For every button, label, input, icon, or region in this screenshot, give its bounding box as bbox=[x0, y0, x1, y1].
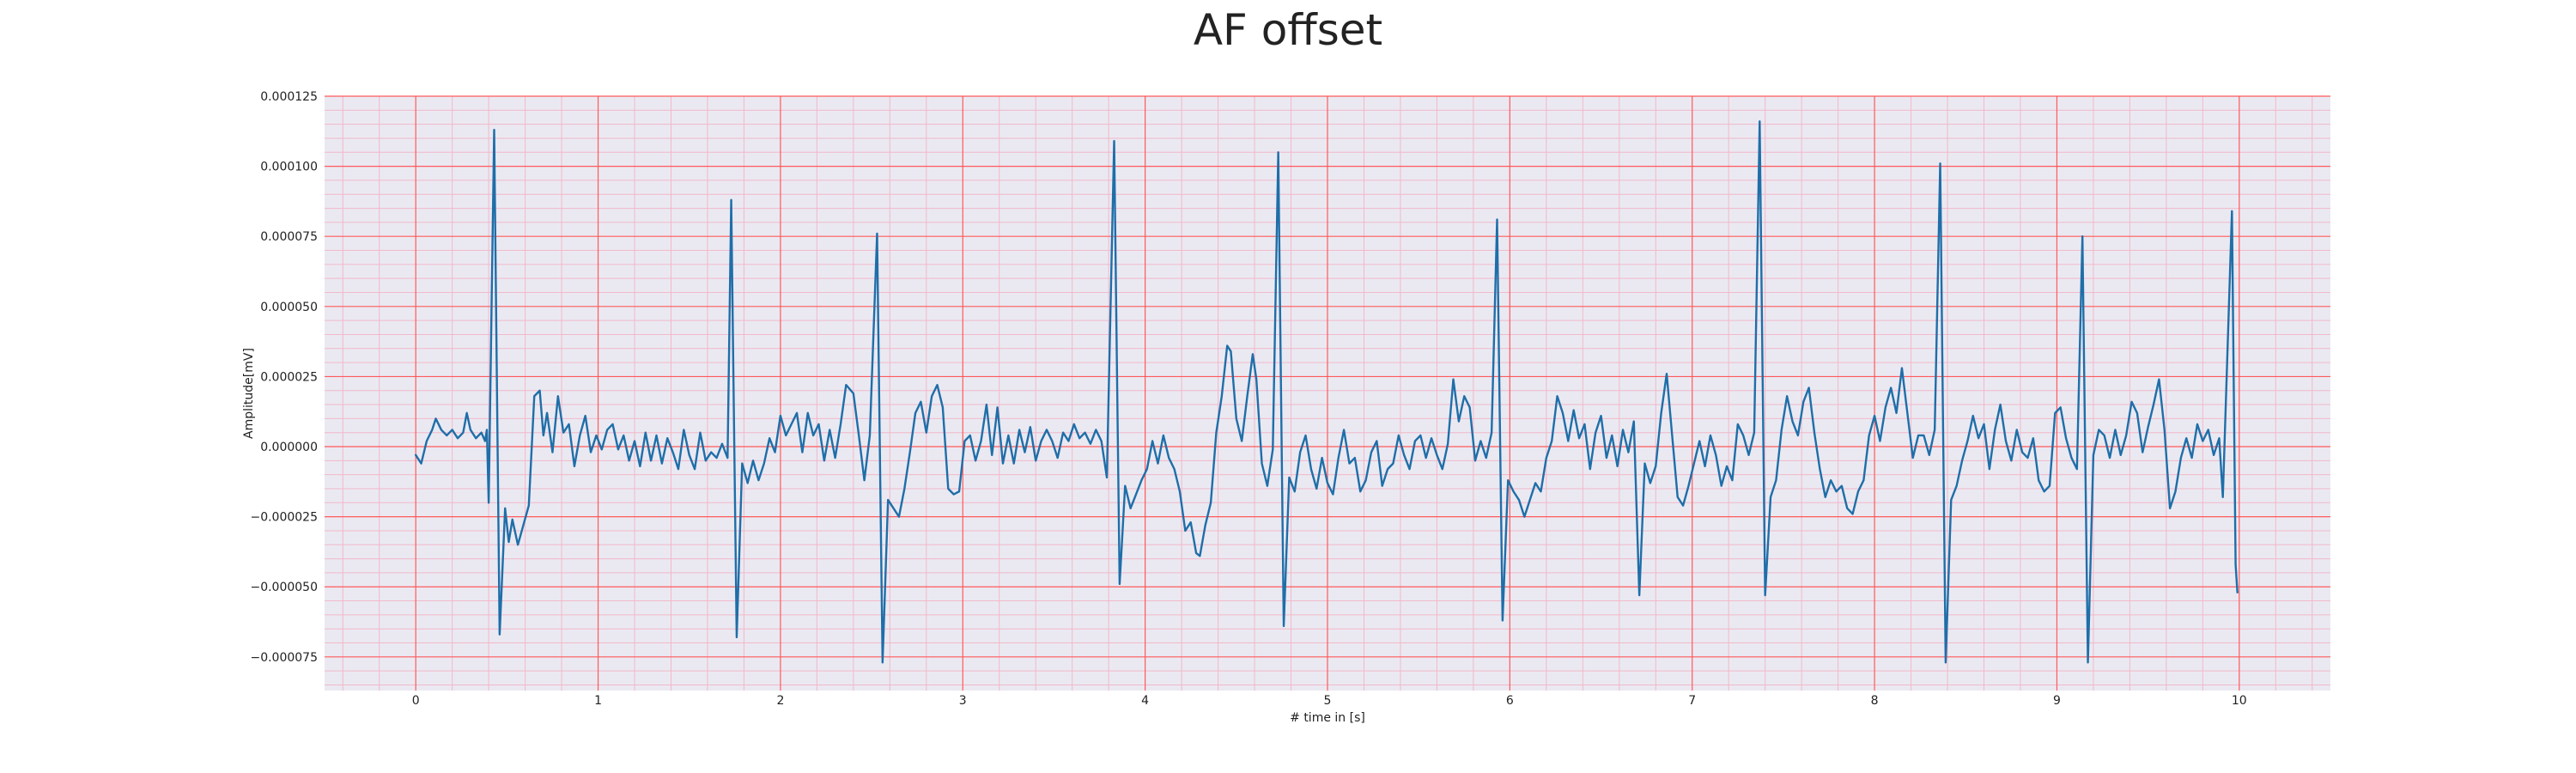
y-tick-label: 0.000050 bbox=[260, 301, 318, 314]
y-tick-label: 0.000075 bbox=[260, 230, 318, 244]
x-tick-label: 6 bbox=[1506, 694, 1514, 708]
x-tick-label: 0 bbox=[412, 694, 420, 708]
y-tick-label: −0.000075 bbox=[250, 651, 318, 665]
x-axis-ticks: 0 1 2 3 4 5 6 7 8 9 10 bbox=[412, 694, 2247, 708]
chart-title: AF offset bbox=[1194, 5, 1382, 55]
y-tick-label: 0.000025 bbox=[260, 370, 318, 384]
y-tick-label: 0.000125 bbox=[260, 90, 318, 104]
series-line bbox=[414, 120, 2239, 664]
y-tick-label: 0.000100 bbox=[260, 161, 318, 174]
x-tick-label: 2 bbox=[776, 694, 784, 708]
x-tick-label: 5 bbox=[1324, 694, 1332, 708]
x-tick-label: 4 bbox=[1141, 694, 1149, 708]
y-tick-label: 0.000000 bbox=[260, 441, 318, 454]
major-grid bbox=[325, 95, 2330, 691]
x-axis-label: # time in [s] bbox=[1290, 711, 1365, 725]
y-axis-label: Amplitude[mV] bbox=[242, 348, 256, 439]
y-tick-label: −0.000050 bbox=[250, 581, 318, 594]
y-axis-ticks: −0.000075 −0.000050 −0.000025 0.000000 0.000… bbox=[250, 90, 318, 665]
x-tick-label: 10 bbox=[2232, 694, 2247, 708]
x-tick-label: 8 bbox=[1871, 694, 1879, 708]
y-tick-label: −0.000025 bbox=[250, 511, 318, 525]
x-tick-label: 7 bbox=[1688, 694, 1696, 708]
x-tick-label: 3 bbox=[959, 694, 967, 708]
x-tick-label: 1 bbox=[594, 694, 602, 708]
x-tick-label: 9 bbox=[2053, 694, 2061, 708]
